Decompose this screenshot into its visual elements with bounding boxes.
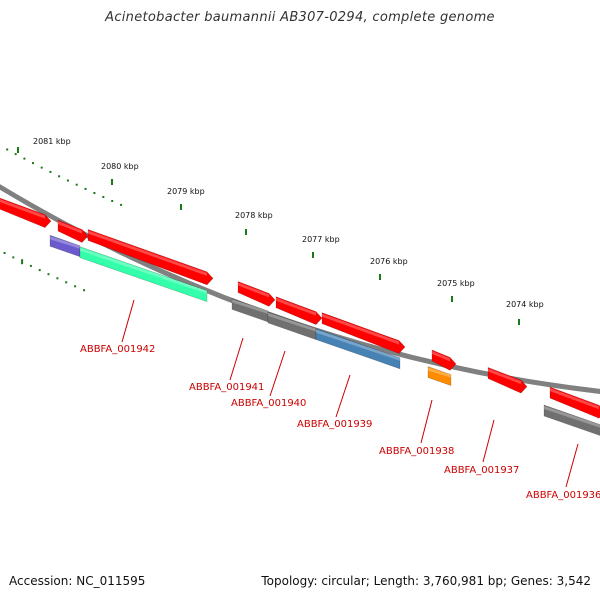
gene-feature-shine xyxy=(232,299,268,314)
gene-label: ABBFA_001938 xyxy=(379,446,454,457)
scale-label: 2078 kbp xyxy=(235,211,273,220)
gene-leader-line xyxy=(482,419,495,463)
gene-block xyxy=(57,219,89,243)
gene-feature xyxy=(267,311,317,341)
scale-dot xyxy=(120,203,123,206)
gene-block-shine xyxy=(88,230,207,276)
tick-mark xyxy=(29,264,32,267)
scale-dot xyxy=(14,153,17,156)
scale-dot xyxy=(66,179,69,182)
tick-mark xyxy=(65,281,68,284)
gene-block xyxy=(549,386,600,419)
gene-leader-line xyxy=(269,350,286,397)
gene-label: ABBFA_001941 xyxy=(189,382,264,393)
tick-mark xyxy=(74,285,77,288)
gene-block xyxy=(275,296,323,326)
gene-block-shine xyxy=(58,221,82,234)
gene-feature-shine xyxy=(316,329,400,361)
gene-feature-shine xyxy=(428,367,451,378)
scale-dot xyxy=(102,196,105,198)
gene-block xyxy=(321,312,406,354)
gene-block-shine xyxy=(432,350,450,362)
gene-block-shine xyxy=(0,199,45,219)
scale-dot xyxy=(40,166,43,169)
gene-feature xyxy=(315,328,401,370)
gene-feature-shine xyxy=(544,405,600,428)
scale-dot xyxy=(84,187,87,190)
gene-block-shine xyxy=(238,282,269,298)
major-tick xyxy=(245,229,247,235)
scale-label: 2079 kbp xyxy=(167,187,205,196)
tick-mark xyxy=(3,252,6,254)
scale-dot xyxy=(23,157,26,160)
scale-label: 2076 kbp xyxy=(370,257,408,266)
tick-mark xyxy=(56,277,59,280)
major-tick xyxy=(451,296,453,302)
major-tick xyxy=(111,179,113,185)
gene-label: ABBFA_001937 xyxy=(444,465,519,476)
gene-leader-line xyxy=(121,299,135,343)
scale-dot xyxy=(75,183,78,186)
gene-label: ABBFA_001942 xyxy=(80,344,155,355)
topology-text: Topology: circular; Length: 3,760,981 bp… xyxy=(261,574,591,588)
scale-label: 2081 kbp xyxy=(33,137,71,146)
gene-leader-line xyxy=(420,399,433,444)
gene-block-shine xyxy=(488,368,521,385)
scale-label: 2077 kbp xyxy=(302,235,340,244)
scale-dot xyxy=(93,192,96,194)
gene-block-shine xyxy=(322,313,399,345)
gene-block xyxy=(87,229,214,286)
major-tick xyxy=(17,147,19,153)
gene-feature xyxy=(79,246,208,303)
tick-mark xyxy=(38,269,41,272)
gene-block xyxy=(0,197,52,229)
tick-mark xyxy=(47,273,50,276)
scale-dot xyxy=(49,170,52,173)
major-tick xyxy=(518,319,520,325)
gene-feature-shine xyxy=(50,236,80,249)
gene-feature xyxy=(427,366,452,386)
major-tick xyxy=(379,274,381,280)
genome-backbone xyxy=(0,184,600,394)
scale-label: 2075 kbp xyxy=(437,279,475,288)
tick-mark xyxy=(21,259,24,265)
gene-label: ABBFA_001940 xyxy=(231,398,306,409)
major-tick xyxy=(312,252,314,258)
scale-dot xyxy=(111,200,114,202)
gene-block-shine xyxy=(550,388,599,410)
gene-leader-line xyxy=(565,443,579,488)
gene-feature xyxy=(543,404,600,436)
scale-dot xyxy=(58,175,61,178)
gene-feature-shine xyxy=(80,247,207,294)
scale-label: 2074 kbp xyxy=(506,300,544,309)
gene-leader-line xyxy=(335,374,351,418)
gene-block xyxy=(237,281,276,307)
gene-block xyxy=(487,367,528,394)
map-title: Acinetobacter baumannii AB307-0294, comp… xyxy=(105,10,495,25)
gene-feature-shine xyxy=(268,312,316,332)
tick-mark xyxy=(83,289,86,292)
accession-text: Accession: NC_011595 xyxy=(9,574,146,588)
gene-block xyxy=(431,349,457,371)
tick-mark xyxy=(12,256,15,259)
scale-dot xyxy=(6,148,9,151)
gene-label: ABBFA_001936 xyxy=(526,490,600,501)
scale-dot xyxy=(32,162,34,165)
major-tick xyxy=(180,204,182,210)
gene-label: ABBFA_001939 xyxy=(297,419,372,430)
scale-label: 2080 kbp xyxy=(101,162,139,171)
gene-block-shine xyxy=(276,297,316,316)
gene-leader-line xyxy=(229,337,244,381)
